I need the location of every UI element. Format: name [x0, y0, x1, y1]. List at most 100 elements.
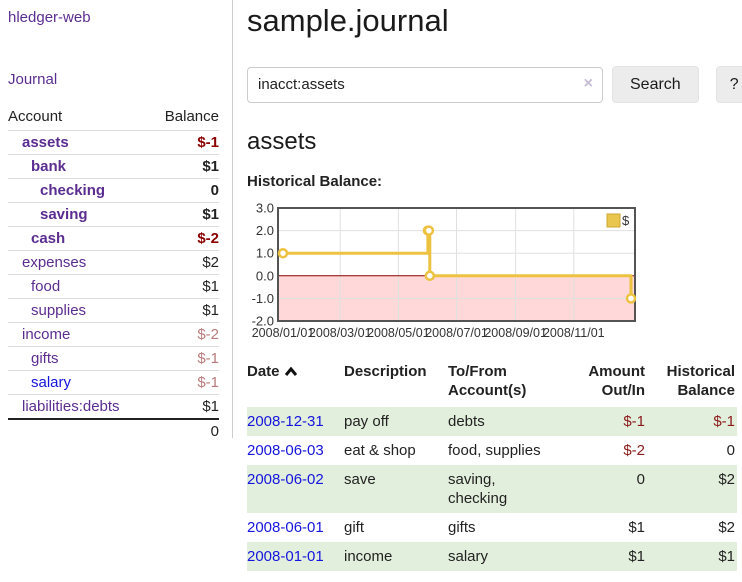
svg-text:2008/11/01: 2008/11/01	[543, 326, 605, 340]
account-link-bank[interactable]: bank	[31, 158, 67, 175]
balance-chart: 3.0 2.0 1.0 0.0 -1.0 -2.0 2008/01/01 2008/03/01…	[245, 199, 739, 349]
transaction-balance: $2	[645, 465, 737, 513]
search-button[interactable]: Search	[612, 66, 699, 103]
account-balance: $1	[149, 274, 219, 299]
account-link-cash[interactable]: cash	[31, 230, 66, 247]
transaction-balance: $-1	[645, 407, 737, 436]
transaction-description: save	[344, 465, 448, 513]
page-title: sample.journal	[247, 3, 449, 38]
transaction-description: pay off	[344, 407, 448, 436]
svg-text:2008/05/01: 2008/05/01	[367, 326, 430, 340]
help-button[interactable]: ?	[715, 66, 742, 103]
transaction-description: eat & shop	[344, 442, 416, 459]
transaction-date-link[interactable]: 2008-06-01	[247, 519, 324, 536]
account-link-checking[interactable]: checking	[40, 182, 106, 199]
account-link-salary[interactable]: salary	[31, 374, 72, 391]
account-balance: $2	[149, 250, 219, 275]
account-row: bank $1	[8, 154, 219, 179]
accounts-total-row: 0	[8, 418, 219, 443]
transaction-date-link[interactable]: 2008-06-03	[247, 442, 324, 459]
account-link-supplies[interactable]: supplies	[31, 302, 87, 319]
account-heading: assets	[247, 128, 317, 155]
account-balance: $-1	[149, 370, 219, 395]
svg-text:0.0: 0.0	[256, 268, 274, 283]
account-row: expenses $2	[8, 250, 219, 275]
account-balance: $-1	[149, 346, 219, 371]
svg-text:$: $	[622, 213, 630, 228]
account-row: assets $-1	[8, 130, 219, 155]
account-balance: $-2	[149, 322, 219, 347]
svg-text:-1.0: -1.0	[252, 291, 274, 306]
transaction-balance: $2	[718, 519, 735, 536]
accounts-table: Account Balance assets $-1 bank $1 check…	[8, 104, 219, 443]
accounts-table-header: Account Balance	[8, 104, 219, 131]
account-balance: $1	[149, 202, 219, 227]
svg-text:2008/03/01: 2008/03/01	[309, 326, 372, 340]
sort-ascending-icon	[284, 363, 298, 382]
amount-column-header: Amount Out/In	[588, 363, 645, 399]
account-balance: $-1	[149, 130, 219, 155]
transaction-date-link[interactable]: 2008-01-01	[247, 548, 324, 565]
transaction-date-link[interactable]: 2008-12-31	[247, 413, 324, 430]
description-column-header: Description	[344, 363, 427, 380]
svg-text:2008/09/01: 2008/09/01	[484, 326, 547, 340]
account-column-header: To/From Account(s)	[448, 363, 527, 399]
register-row: 2008-06-01 gift gifts $1 $2	[247, 513, 737, 542]
account-link-expenses[interactable]: expenses	[22, 254, 87, 271]
transaction-amount: $-1	[560, 407, 645, 436]
svg-text:2008/01/01: 2008/01/01	[252, 326, 315, 340]
account-link-income[interactable]: income	[22, 326, 71, 343]
svg-text:1.0: 1.0	[256, 246, 274, 261]
account-balance: $-2	[149, 226, 219, 251]
account-balance: 0	[149, 178, 219, 203]
account-row: food $1	[8, 274, 219, 299]
sidebar: hledger-web Journal Account Balance asse…	[0, 0, 233, 443]
date-column-header[interactable]: Date	[247, 362, 344, 407]
transaction-accounts: salary	[448, 542, 560, 571]
transaction-amount: 0	[560, 465, 645, 513]
account-balance: $1	[149, 298, 219, 323]
account-link-liabilities-debts[interactable]: liabilities:debts	[22, 398, 120, 415]
accounts-total-balance: 0	[149, 418, 219, 443]
balance-column-header: Balance	[164, 108, 219, 125]
transaction-balance: $1	[645, 542, 737, 571]
account-balance: $1	[149, 394, 219, 419]
sidebar-item-journal[interactable]: Journal	[8, 71, 58, 88]
register-header-row: Date Description To/From Account(s) Amou…	[247, 362, 737, 407]
transaction-description: gift	[344, 519, 365, 536]
register-row: 2008-06-02 save saving, checking 0 $2	[247, 465, 737, 513]
account-column-header: Account	[8, 108, 63, 125]
clear-search-icon[interactable]: ×	[583, 74, 593, 92]
account-row: income $-2	[8, 322, 219, 347]
account-link-food[interactable]: food	[31, 278, 61, 295]
transaction-date-link[interactable]: 2008-06-02	[247, 471, 324, 488]
register-row: 2008-01-01 income salary $1 $1	[247, 542, 737, 571]
account-row: cash $-2	[8, 226, 219, 251]
balance-column-header: Historical Balance	[666, 363, 735, 399]
transaction-accounts: gifts	[448, 519, 476, 536]
register-row: 2008-06-03 eat & shop food, supplies $-2…	[247, 436, 737, 465]
transaction-amount: $1	[560, 542, 645, 571]
transaction-accounts: food, supplies	[448, 442, 541, 459]
svg-text:-2.0: -2.0	[252, 314, 274, 329]
transaction-description: income	[344, 542, 448, 571]
search-input[interactable]	[247, 66, 603, 103]
account-row: salary $-1	[8, 370, 219, 395]
transaction-amount: $-2	[623, 442, 645, 459]
account-row: gifts $-1	[8, 346, 219, 371]
main-content: sample.journal × Search ? assets Histori…	[245, 0, 742, 571]
account-link-gifts[interactable]: gifts	[31, 350, 59, 367]
account-link-saving[interactable]: saving	[40, 206, 88, 223]
register-table: Date Description To/From Account(s) Amou…	[247, 362, 737, 571]
svg-text:3.0: 3.0	[256, 201, 274, 216]
account-link-assets[interactable]: assets	[22, 134, 69, 151]
register-row: 2008-12-31 pay off debts $-1 $-1	[247, 407, 737, 436]
svg-text:2.0: 2.0	[256, 223, 274, 238]
transaction-accounts: saving, checking	[448, 465, 560, 513]
app-title-link[interactable]: hledger-web	[8, 9, 91, 26]
account-balance: $1	[149, 154, 219, 179]
search-form: × Search ?	[247, 66, 742, 103]
account-row: saving $1	[8, 202, 219, 227]
transaction-amount: $1	[628, 519, 645, 536]
svg-text:2008/07/01: 2008/07/01	[425, 326, 488, 340]
